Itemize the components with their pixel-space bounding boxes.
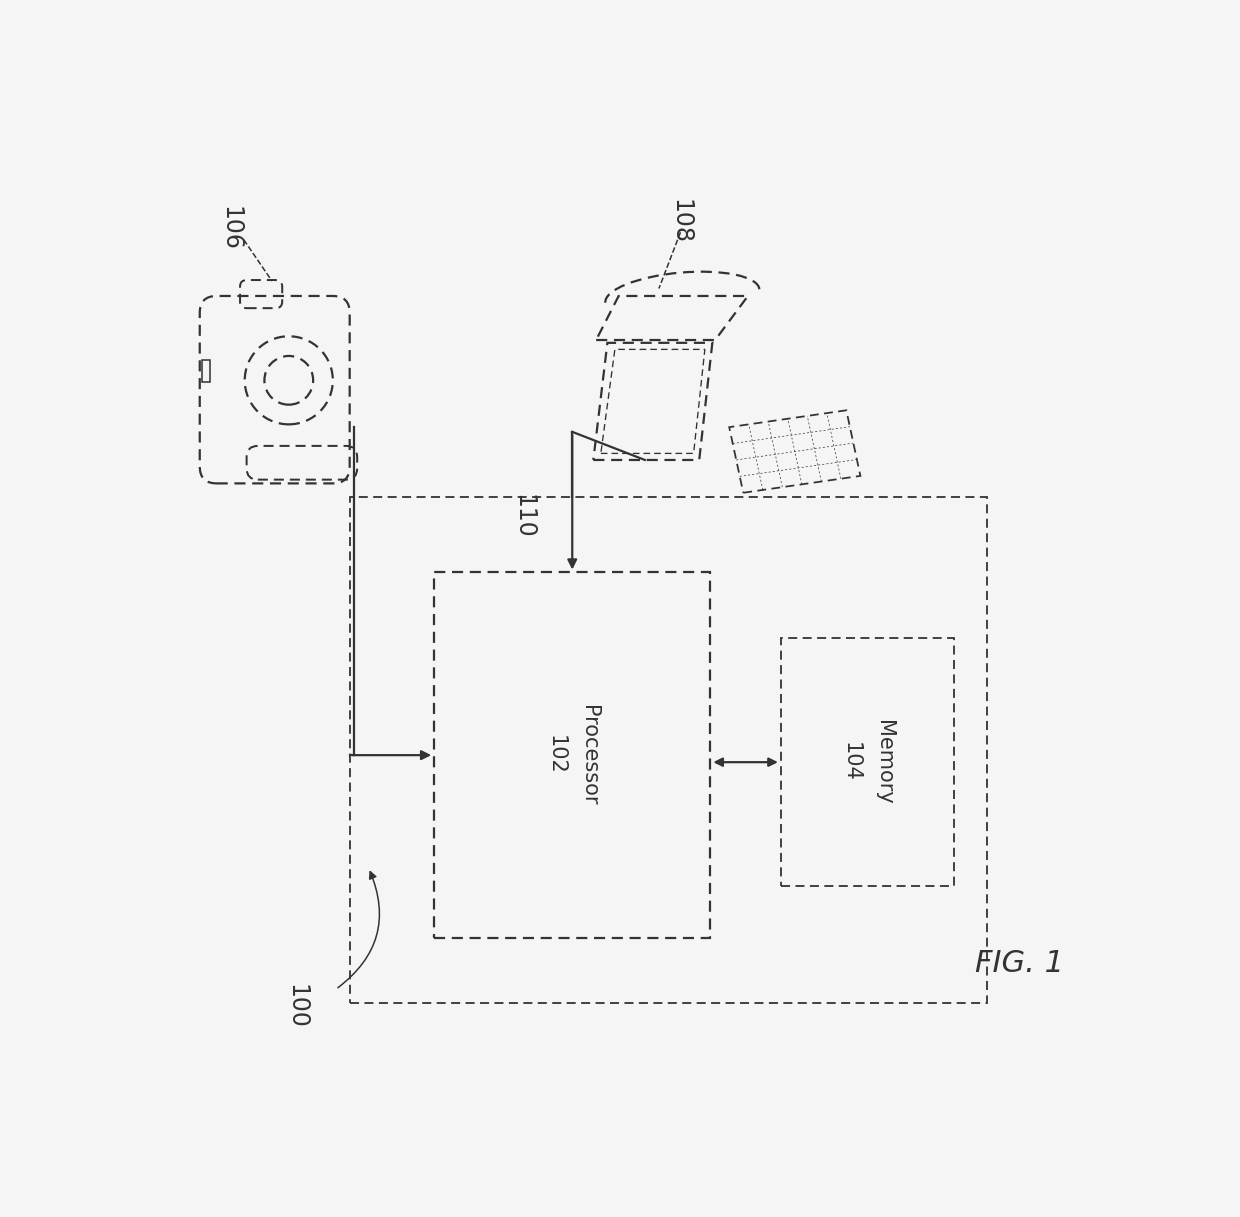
Bar xyxy=(781,638,954,886)
Text: 108: 108 xyxy=(668,198,692,243)
Text: Processor
102: Processor 102 xyxy=(546,705,599,806)
Bar xyxy=(202,360,210,382)
Text: Memory
104: Memory 104 xyxy=(841,719,894,804)
Text: FIG. 1: FIG. 1 xyxy=(975,949,1064,977)
Bar xyxy=(350,498,987,1004)
Bar xyxy=(434,572,711,938)
Text: 110: 110 xyxy=(511,494,534,539)
Text: 100: 100 xyxy=(284,983,309,1028)
Text: 106: 106 xyxy=(218,206,243,251)
